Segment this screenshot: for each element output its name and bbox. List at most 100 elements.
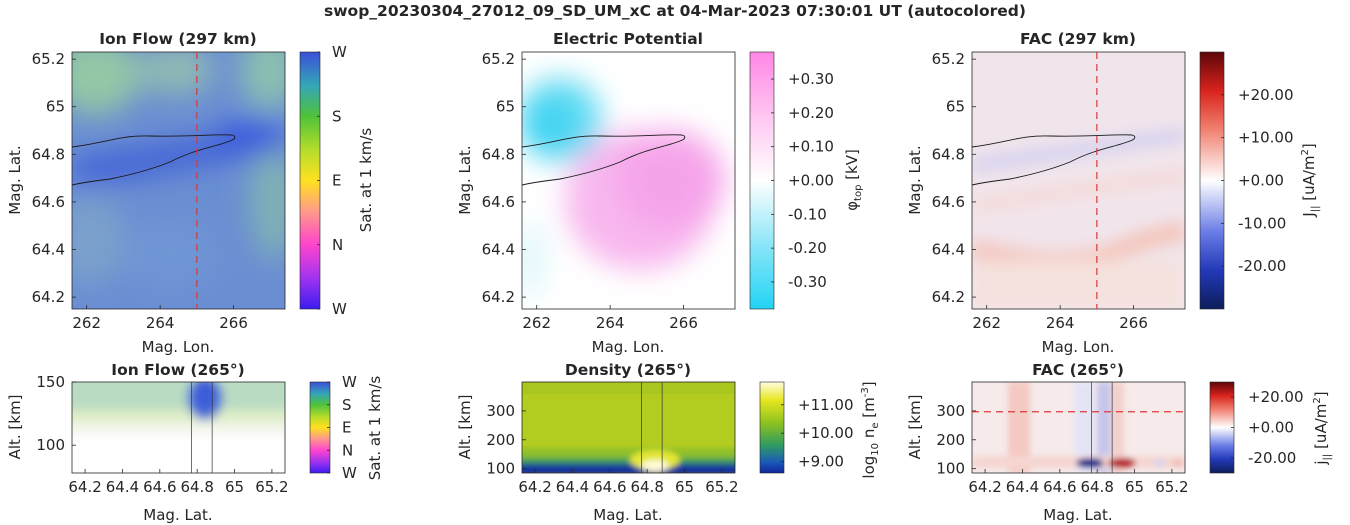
y-tick-label: 100 [486, 460, 515, 478]
y-tick-label: 64.4 [482, 241, 515, 259]
colorbar-tick-label: -0.20 [788, 239, 827, 257]
y-tick-label: 64.4 [32, 241, 65, 259]
colorbar-tick-label: S [342, 396, 352, 414]
y-tick-label: 65.2 [932, 50, 965, 68]
potential-map-ylabel: Mag. Lat. [456, 145, 474, 214]
fac-map-field [972, 52, 1185, 309]
x-tick-label: 64.6 [593, 478, 626, 496]
colorbar-tick-label: +20.00 [1238, 86, 1294, 104]
colorbar-tick-label: E [332, 172, 341, 190]
y-tick-label: 150 [36, 373, 65, 391]
colorbar-tick-label: N [332, 236, 343, 254]
colorbar-tick-label: N [342, 441, 353, 459]
colorbar-tick-label: -10.00 [1238, 214, 1286, 232]
x-tick-label: 64.4 [1006, 478, 1039, 496]
colorbar-tick-label: +0.00 [1238, 172, 1284, 190]
y-tick-label: 64.8 [32, 145, 65, 163]
y-tick-label: 64.2 [482, 288, 515, 306]
ionflow-map-ticks: 262 264 266 64.2 64.4 64.6 64.8 65 65.2 [32, 50, 248, 332]
fac-profile-panel: FAC (265°) Mag. Lat. Alt. [km] 64.2 64.4 6… [906, 361, 1333, 524]
fac-map-contour [971, 134, 1136, 186]
density-profile-ylabel: Alt. [km] [456, 395, 474, 460]
y-tick-label: 64.8 [482, 145, 515, 163]
fac-map-colorbar-label: J|| [uA/m2] [1300, 143, 1321, 217]
ionflow-map-panel: Ion Flow (297 km) Mag. Lon. Mag. Lat. 26… [6, 30, 375, 356]
x-tick-label: 262 [972, 314, 1001, 332]
potential-map-contour [521, 134, 686, 186]
x-tick-label: 266 [219, 314, 248, 332]
x-tick-label: 264 [596, 314, 625, 332]
density-profile-track-lines [641, 382, 663, 473]
ionflow-profile-axes-box [71, 381, 286, 474]
ionflow-map-ylabel: Mag. Lat. [6, 145, 24, 214]
y-tick-label: 64.2 [932, 288, 965, 306]
colorbar-tick-label: W [332, 43, 347, 61]
x-tick-label: 64.8 [1080, 478, 1113, 496]
potential-map-axes-box [521, 51, 736, 310]
x-tick-label: 64.6 [143, 478, 176, 496]
colorbar-tick-label: +0.00 [1248, 419, 1294, 437]
fac-profile-axes-box [971, 381, 1186, 474]
x-tick-label: 65.2 [705, 478, 738, 496]
y-tick-label: 200 [936, 431, 965, 449]
x-tick-label: 264 [146, 314, 175, 332]
x-tick-label: 64.2 [518, 478, 551, 496]
ionflow-profile-xlabel: Mag. Lat. [143, 506, 212, 524]
fac-profile-colorbar-label: j|| [uA/m2] [1312, 391, 1333, 465]
fac-profile-colorbar [1209, 381, 1235, 474]
y-tick-label: 64.6 [32, 193, 65, 211]
colorbar-tick-label: W [342, 373, 357, 391]
density-profile-colorbar-ticks: +11.00 +10.00 +9.00 [781, 396, 854, 471]
fac-profile-track-lines [1091, 382, 1113, 473]
y-tick-label: 100 [936, 460, 965, 478]
colorbar-tick-label: E [342, 419, 351, 437]
density-profile-panel: Density (265°) Mag. Lat. Alt. [km] 64.2 6… [456, 361, 881, 524]
density-profile-colorbar-label: log10 ne [m-3] [860, 381, 881, 478]
potential-map-ticks: 262 264 266 64.2 64.4 64.6 64.8 65 65.2 [482, 50, 698, 332]
y-tick-label: 65.2 [32, 50, 65, 68]
colorbar-tick-label: +9.00 [798, 453, 844, 471]
x-tick-label: 64.2 [968, 478, 1001, 496]
y-tick-label: 65 [496, 98, 515, 116]
colorbar-tick-label: W [332, 300, 347, 318]
colorbar-tick-label: +11.00 [798, 396, 854, 414]
x-tick-label: 264 [1046, 314, 1075, 332]
colorbar-tick-label: -0.30 [788, 273, 827, 291]
density-profile-field [522, 382, 735, 473]
colorbar-tick-label: +10.00 [798, 424, 854, 442]
potential-map-colorbar-label: φtop [kV] [843, 149, 864, 211]
y-tick-label: 200 [486, 431, 515, 449]
colorbar-tick-label: +0.30 [788, 70, 834, 88]
colorbar-tick-label: -20.00 [1238, 257, 1286, 275]
ionflow-profile-colorbar-label: Sat. at 1 km/s [366, 376, 384, 481]
colorbar-tick-label: -0.10 [788, 205, 827, 223]
fac-map-colorbar-ticks: +20.00 +10.00 +0.00 -10.00 -20.00 [1221, 86, 1294, 275]
density-profile-title: Density (265°) [565, 361, 691, 379]
ionflow-map-title: Ion Flow (297 km) [99, 30, 257, 48]
fac-map-panel: FAC (297 km) Mag. Lon. Mag. Lat. 262 264 2… [906, 30, 1321, 356]
potential-map-colorbar-ticks: +0.30 +0.20 +0.10 +0.00 -0.10 -0.20 -0.30 [771, 70, 834, 291]
fac-map-ylabel: Mag. Lat. [906, 145, 924, 214]
x-tick-label: 64.2 [68, 478, 101, 496]
x-tick-label: 266 [1119, 314, 1148, 332]
potential-map-panel: Electric Potential Mag. Lon. Mag. Lat. 2… [456, 30, 864, 356]
colorbar-tick-label: W [342, 464, 357, 482]
colorbar-tick-label: S [332, 107, 342, 125]
y-tick-label: 64.8 [932, 145, 965, 163]
fac-map-colorbar [1199, 51, 1225, 310]
ionflow-profile-field [72, 382, 285, 473]
potential-map-title: Electric Potential [553, 30, 703, 48]
ionflow-profile-title: Ion Flow (265°) [111, 361, 244, 379]
colorbar-tick-label: +10.00 [1238, 129, 1294, 147]
ionflow-profile-track-lines [191, 382, 213, 473]
ionflow-profile-panel: Ion Flow (265°) Mag. Lat. Alt. [km] 64.2… [6, 361, 384, 524]
fac-profile-title: FAC (265°) [1032, 361, 1124, 379]
x-tick-label: 65 [225, 478, 244, 496]
fac-profile-ticks: 64.2 64.4 64.6 64.8 65 65.2 100 200 300 [936, 402, 1188, 496]
x-tick-label: 64.6 [1043, 478, 1076, 496]
fac-map-ticks: 262 264 266 64.2 64.4 64.6 64.8 65 65.2 [932, 50, 1148, 332]
x-tick-label: 65.2 [255, 478, 288, 496]
x-tick-label: 64.4 [106, 478, 139, 496]
